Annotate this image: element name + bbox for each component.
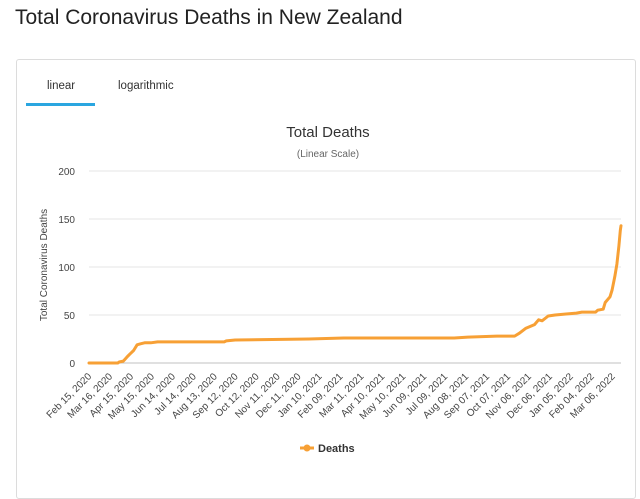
y-axis-label: Total Coronavirus Deaths (39, 209, 50, 321)
y-tick-label: 100 (58, 263, 75, 274)
page-title: Total Coronavirus Deaths in New Zealand (15, 6, 403, 29)
tab-logarithmic[interactable]: logarithmic (118, 80, 174, 92)
series-line-deaths (87, 224, 623, 365)
legend[interactable]: Deaths (300, 443, 355, 455)
chart-subtitle: (Linear Scale) (297, 149, 359, 160)
y-tick-label: 0 (69, 359, 75, 370)
chart-title: Total Deaths (286, 124, 369, 141)
legend-marker-deaths (303, 444, 311, 452)
grid-lines (89, 170, 621, 364)
chart-panel: linear logarithmic Total Deaths (Linear … (16, 59, 636, 499)
deaths-chart: Total Deaths (Linear Scale) Total Corona… (39, 124, 623, 455)
legend-label-deaths[interactable]: Deaths (318, 443, 355, 455)
tab-linear[interactable]: linear (47, 80, 76, 92)
series-layer (87, 224, 623, 365)
y-tick-label: 200 (58, 167, 75, 178)
y-ticks: 0 50 100 150 200 (58, 167, 75, 370)
active-tab-indicator (26, 103, 95, 106)
y-tick-label: 50 (64, 311, 76, 322)
y-tick-label: 150 (58, 215, 75, 226)
scale-tabs: linear logarithmic (17, 60, 635, 106)
